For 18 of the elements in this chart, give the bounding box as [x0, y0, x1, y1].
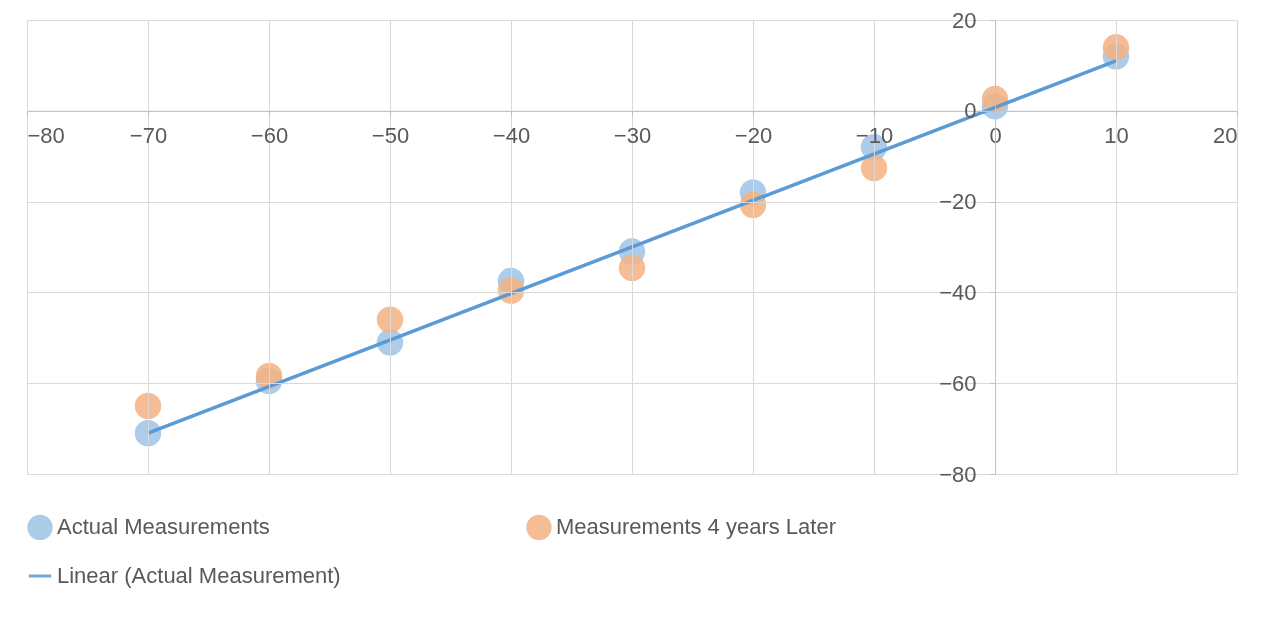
x-tick-label: −30	[613, 123, 652, 149]
y-tick-label: −60	[939, 370, 977, 396]
x-tick-label: −40	[492, 123, 531, 149]
x-tick-label: 20	[1213, 123, 1238, 149]
y-tick-label: −80	[939, 461, 977, 487]
x-tick-label: −70	[129, 123, 168, 149]
y-tick-label: −20	[939, 189, 977, 215]
x-tick-label: −50	[371, 123, 410, 149]
legend-label: Measurements 4 years Later	[556, 514, 837, 540]
x-tick-label: 10	[1104, 123, 1129, 149]
x-tick-label: −20	[734, 123, 773, 149]
legend-label: Linear (Actual Measurement)	[57, 563, 341, 588]
legend-label: Actual Measurements	[57, 514, 270, 540]
x-tick-label: −10	[855, 123, 894, 149]
y-tick-label: −40	[939, 279, 977, 305]
x-tick-label: −80	[27, 123, 65, 149]
x-tick-label: −60	[250, 123, 289, 149]
y-tick-label: 20	[952, 7, 977, 33]
